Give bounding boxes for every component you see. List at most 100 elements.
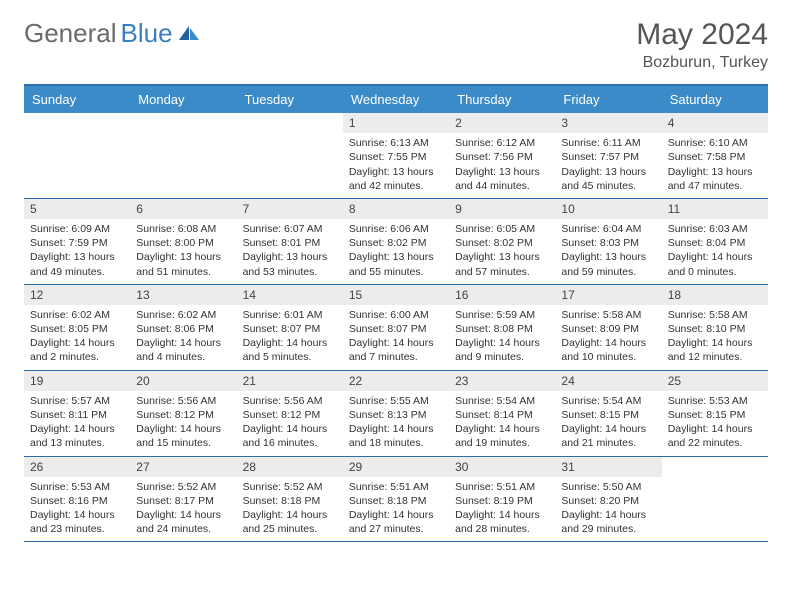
- day-number: 14: [237, 285, 343, 305]
- day-content: Sunrise: 5:51 AMSunset: 8:19 PMDaylight:…: [449, 477, 555, 542]
- day-cell: 15Sunrise: 6:00 AMSunset: 8:07 PMDayligh…: [343, 285, 449, 370]
- day-line: Daylight: 14 hours: [455, 508, 549, 522]
- day-line: Daylight: 14 hours: [668, 336, 762, 350]
- day-number: 23: [449, 371, 555, 391]
- day-number: 13: [130, 285, 236, 305]
- day-line: Sunset: 8:17 PM: [136, 494, 230, 508]
- day-line: Sunset: 8:05 PM: [30, 322, 124, 336]
- week-row: 26Sunrise: 5:53 AMSunset: 8:16 PMDayligh…: [24, 457, 768, 543]
- day-line: Sunrise: 5:58 AM: [668, 308, 762, 322]
- day-line: Sunset: 8:15 PM: [668, 408, 762, 422]
- day-line: and 44 minutes.: [455, 179, 549, 193]
- day-cell: 13Sunrise: 6:02 AMSunset: 8:06 PMDayligh…: [130, 285, 236, 370]
- day-cell: 28Sunrise: 5:52 AMSunset: 8:18 PMDayligh…: [237, 457, 343, 542]
- day-line: Daylight: 14 hours: [243, 422, 337, 436]
- day-content: [662, 461, 768, 469]
- week-row: 19Sunrise: 5:57 AMSunset: 8:11 PMDayligh…: [24, 371, 768, 457]
- day-cell: 26Sunrise: 5:53 AMSunset: 8:16 PMDayligh…: [24, 457, 130, 542]
- day-content: Sunrise: 6:10 AMSunset: 7:58 PMDaylight:…: [662, 133, 768, 198]
- day-line: Sunset: 8:09 PM: [561, 322, 655, 336]
- day-line: Sunrise: 5:50 AM: [561, 480, 655, 494]
- day-line: Sunset: 8:18 PM: [349, 494, 443, 508]
- day-line: Sunset: 8:07 PM: [243, 322, 337, 336]
- day-line: Sunrise: 5:52 AM: [243, 480, 337, 494]
- day-content: Sunrise: 6:02 AMSunset: 8:06 PMDaylight:…: [130, 305, 236, 370]
- day-line: Sunset: 8:13 PM: [349, 408, 443, 422]
- weekday-header-row: SundayMondayTuesdayWednesdayThursdayFrid…: [24, 86, 768, 113]
- day-cell: 18Sunrise: 5:58 AMSunset: 8:10 PMDayligh…: [662, 285, 768, 370]
- day-content: Sunrise: 6:08 AMSunset: 8:00 PMDaylight:…: [130, 219, 236, 284]
- day-line: Sunset: 8:02 PM: [455, 236, 549, 250]
- day-content: Sunrise: 6:07 AMSunset: 8:01 PMDaylight:…: [237, 219, 343, 284]
- day-line: Daylight: 13 hours: [668, 165, 762, 179]
- location: Bozburun, Turkey: [636, 54, 768, 72]
- day-line: and 16 minutes.: [243, 436, 337, 450]
- day-line: Sunset: 8:10 PM: [668, 322, 762, 336]
- day-line: Sunset: 7:57 PM: [561, 150, 655, 164]
- day-content: Sunrise: 5:54 AMSunset: 8:15 PMDaylight:…: [555, 391, 661, 456]
- day-line: Daylight: 14 hours: [455, 422, 549, 436]
- day-number: 27: [130, 457, 236, 477]
- day-content: Sunrise: 6:04 AMSunset: 8:03 PMDaylight:…: [555, 219, 661, 284]
- day-line: Sunrise: 5:55 AM: [349, 394, 443, 408]
- day-number: 4: [662, 113, 768, 133]
- day-line: Sunrise: 6:03 AM: [668, 222, 762, 236]
- logo: GeneralBlue: [24, 18, 201, 49]
- day-line: Sunset: 8:07 PM: [349, 322, 443, 336]
- day-line: Daylight: 14 hours: [136, 336, 230, 350]
- day-line: Sunrise: 6:02 AM: [30, 308, 124, 322]
- day-number: 6: [130, 199, 236, 219]
- header: GeneralBlue May 2024 Bozburun, Turkey: [24, 18, 768, 72]
- weekday-header: Monday: [130, 86, 236, 113]
- day-number: 19: [24, 371, 130, 391]
- day-line: Daylight: 14 hours: [561, 422, 655, 436]
- day-line: and 25 minutes.: [243, 522, 337, 536]
- day-cell: 29Sunrise: 5:51 AMSunset: 8:18 PMDayligh…: [343, 457, 449, 542]
- week-row: 1Sunrise: 6:13 AMSunset: 7:55 PMDaylight…: [24, 113, 768, 199]
- day-line: Daylight: 13 hours: [349, 165, 443, 179]
- day-line: and 45 minutes.: [561, 179, 655, 193]
- day-line: Sunset: 7:55 PM: [349, 150, 443, 164]
- day-number: 28: [237, 457, 343, 477]
- day-line: and 47 minutes.: [668, 179, 762, 193]
- day-line: and 23 minutes.: [30, 522, 124, 536]
- day-content: Sunrise: 6:02 AMSunset: 8:05 PMDaylight:…: [24, 305, 130, 370]
- logo-text-gray: General: [24, 18, 117, 49]
- day-line: Sunset: 8:11 PM: [30, 408, 124, 422]
- day-cell: 9Sunrise: 6:05 AMSunset: 8:02 PMDaylight…: [449, 199, 555, 284]
- day-line: and 28 minutes.: [455, 522, 549, 536]
- weekday-header: Friday: [555, 86, 661, 113]
- day-number: 29: [343, 457, 449, 477]
- day-line: Daylight: 13 hours: [455, 165, 549, 179]
- day-content: [237, 117, 343, 125]
- day-content: Sunrise: 5:53 AMSunset: 8:15 PMDaylight:…: [662, 391, 768, 456]
- day-line: Sunset: 8:06 PM: [136, 322, 230, 336]
- day-content: [24, 117, 130, 125]
- day-content: Sunrise: 6:09 AMSunset: 7:59 PMDaylight:…: [24, 219, 130, 284]
- day-line: and 51 minutes.: [136, 265, 230, 279]
- day-line: Daylight: 13 hours: [136, 250, 230, 264]
- day-number: 7: [237, 199, 343, 219]
- day-line: and 19 minutes.: [455, 436, 549, 450]
- day-line: and 4 minutes.: [136, 350, 230, 364]
- day-line: and 5 minutes.: [243, 350, 337, 364]
- day-content: Sunrise: 5:56 AMSunset: 8:12 PMDaylight:…: [237, 391, 343, 456]
- day-line: and 9 minutes.: [455, 350, 549, 364]
- day-line: and 55 minutes.: [349, 265, 443, 279]
- day-line: Sunset: 8:08 PM: [455, 322, 549, 336]
- day-number: 12: [24, 285, 130, 305]
- weekday-header: Sunday: [24, 86, 130, 113]
- day-cell: [130, 113, 236, 198]
- day-line: Sunrise: 6:11 AM: [561, 136, 655, 150]
- day-line: Sunset: 8:12 PM: [136, 408, 230, 422]
- calendar: SundayMondayTuesdayWednesdayThursdayFrid…: [24, 84, 768, 542]
- day-number: 1: [343, 113, 449, 133]
- day-cell: [24, 113, 130, 198]
- day-content: Sunrise: 5:58 AMSunset: 8:10 PMDaylight:…: [662, 305, 768, 370]
- day-line: Sunrise: 6:02 AM: [136, 308, 230, 322]
- day-line: Daylight: 14 hours: [455, 336, 549, 350]
- day-line: Daylight: 14 hours: [561, 336, 655, 350]
- day-line: Sunrise: 5:59 AM: [455, 308, 549, 322]
- day-line: Sunrise: 5:53 AM: [30, 480, 124, 494]
- day-content: Sunrise: 5:53 AMSunset: 8:16 PMDaylight:…: [24, 477, 130, 542]
